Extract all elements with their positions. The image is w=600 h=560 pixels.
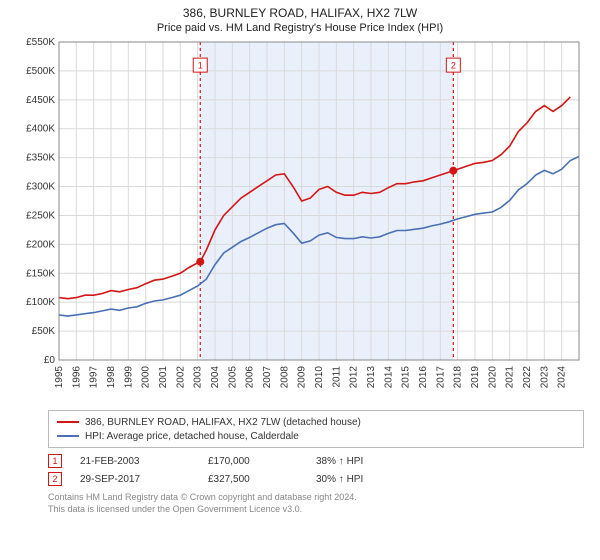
sale-marker-number: 1: [198, 61, 203, 71]
sale-date: 29-SEP-2017: [80, 474, 190, 485]
page-title: 386, BURNLEY ROAD, HALIFAX, HX2 7LW: [0, 6, 600, 20]
sales-row: 2 29-SEP-2017 £327,500 30% ↑ HPI: [48, 470, 584, 488]
x-tick-label: 2021: [505, 366, 516, 389]
x-tick-label: 2014: [383, 366, 394, 389]
x-tick-label: 2024: [557, 366, 568, 389]
x-tick-label: 2010: [314, 366, 325, 389]
y-tick-label: £550K: [26, 37, 55, 48]
y-tick-label: £300K: [26, 182, 55, 193]
x-tick-label: 2019: [470, 366, 481, 389]
x-tick-label: 2011: [331, 366, 342, 388]
sale-marker-chip: 1: [48, 454, 62, 468]
legend-swatch: [57, 421, 79, 423]
x-tick-label: 2013: [366, 366, 377, 389]
chart-svg: £0 £50K £100K £150K £200K £250K £300K £350K £400…: [15, 36, 585, 406]
legend-label: 386, BURNLEY ROAD, HALIFAX, HX2 7LW (det…: [85, 417, 361, 428]
x-tick-label: 2000: [141, 366, 152, 389]
x-tick-label: 2001: [158, 366, 169, 389]
legend: 386, BURNLEY ROAD, HALIFAX, HX2 7LW (det…: [48, 410, 584, 448]
x-tick-label: 2022: [522, 366, 533, 389]
chart: £0 £50K £100K £150K £200K £250K £300K £350K £400…: [15, 36, 585, 406]
page: 386, BURNLEY ROAD, HALIFAX, HX2 7LW Pric…: [0, 0, 600, 560]
legend-row: HPI: Average price, detached house, Cald…: [57, 429, 575, 443]
x-tick-label: 2006: [245, 366, 256, 389]
legend-swatch: [57, 435, 79, 437]
x-tick-label: 2005: [227, 366, 238, 389]
sale-vs-hpi: 30% ↑ HPI: [316, 474, 406, 485]
x-tick-label: 1996: [71, 366, 82, 389]
footer-line-1: Contains HM Land Registry data © Crown c…: [48, 492, 584, 504]
x-tick-label: 1995: [54, 366, 65, 389]
sales-row: 1 21-FEB-2003 £170,000 38% ↑ HPI: [48, 452, 584, 470]
y-tick-label: £0: [44, 355, 56, 366]
x-tick-label: 2023: [539, 366, 550, 389]
footer-line-2: This data is licensed under the Open Gov…: [48, 504, 584, 516]
page-subtitle: Price paid vs. HM Land Registry's House …: [0, 22, 600, 34]
y-tick-label: £400K: [26, 124, 55, 135]
sale-price: £170,000: [208, 456, 298, 467]
x-tick-label: 1997: [89, 366, 100, 389]
x-tick-label: 2009: [297, 366, 308, 389]
x-tick-label: 2017: [435, 366, 446, 389]
title-block: 386, BURNLEY ROAD, HALIFAX, HX2 7LW Pric…: [0, 0, 600, 36]
y-tick-label: £50K: [32, 326, 56, 337]
sale-vs-hpi: 38% ↑ HPI: [316, 456, 406, 467]
sale-marker-chip: 2: [48, 472, 62, 486]
footer: Contains HM Land Registry data © Crown c…: [48, 492, 584, 515]
x-tick-label: 1999: [123, 366, 134, 389]
x-tick-label: 2007: [262, 366, 273, 389]
legend-label: HPI: Average price, detached house, Cald…: [85, 431, 299, 442]
x-tick-label: 2004: [210, 366, 221, 389]
x-tick-label: 1998: [106, 366, 117, 389]
sale-marker-number: 2: [451, 61, 456, 71]
x-tick-label: 2015: [401, 366, 412, 389]
x-tick-label: 2018: [453, 366, 464, 389]
x-tick-label: 2012: [349, 366, 360, 389]
x-tick-label: 2003: [193, 366, 204, 389]
y-tick-label: £450K: [26, 95, 55, 106]
legend-row: 386, BURNLEY ROAD, HALIFAX, HX2 7LW (det…: [57, 415, 575, 429]
y-tick-label: £500K: [26, 66, 55, 77]
x-tick-label: 2020: [487, 366, 498, 389]
y-tick-label: £350K: [26, 153, 55, 164]
sale-price: £327,500: [208, 474, 298, 485]
x-tick-label: 2008: [279, 366, 290, 389]
sale-date: 21-FEB-2003: [80, 456, 190, 467]
x-tick-label: 2016: [418, 366, 429, 389]
x-tick-label: 2002: [175, 366, 186, 389]
y-tick-label: £100K: [26, 297, 55, 308]
y-tick-label: £150K: [26, 268, 55, 279]
y-tick-label: £250K: [26, 210, 55, 221]
y-tick-label: £200K: [26, 239, 55, 250]
sales-table: 1 21-FEB-2003 £170,000 38% ↑ HPI 2 29-SEP-201…: [48, 452, 584, 488]
